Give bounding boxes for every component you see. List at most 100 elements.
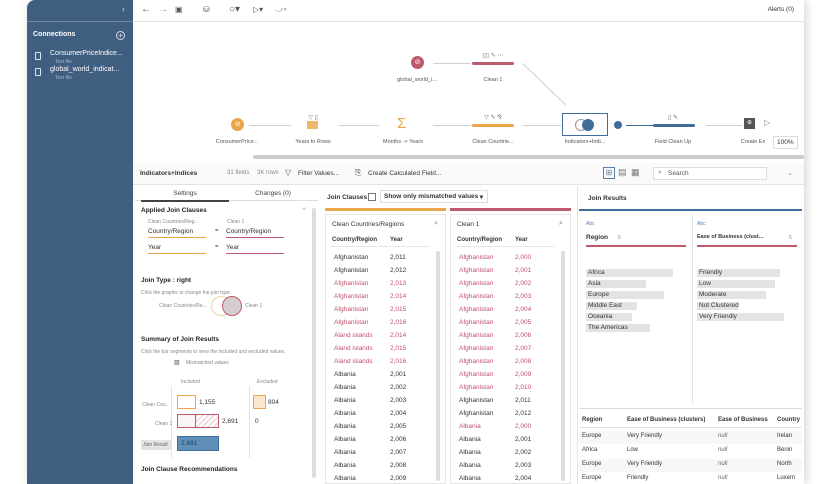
- column-header[interactable]: Ease of Business (clusters): [627, 417, 706, 423]
- table-row[interactable]: Albania 2,001: [326, 371, 436, 383]
- table-row[interactable]: Afghanistan 2,016: [326, 319, 436, 331]
- grid-scrollbar[interactable]: [436, 251, 440, 481]
- table-row[interactable]: Albania 2,002: [451, 449, 561, 461]
- excluded-bar[interactable]: [253, 395, 266, 409]
- join-node-selected[interactable]: [562, 113, 608, 136]
- back-icon[interactable]: ←: [141, 4, 151, 15]
- table-row[interactable]: Afghanistan 2,013: [326, 280, 436, 292]
- flow-canvas[interactable]: ⊘ ConsumerPrice... ▽ ▯ Years to Rows Σ M…: [133, 22, 804, 155]
- table-row[interactable]: Europe Friendly null Luxem: [579, 473, 802, 484]
- table-row[interactable]: Albania 2,009: [326, 475, 436, 484]
- included-bar[interactable]: [177, 395, 196, 409]
- canvas-scrollbar[interactable]: [253, 155, 804, 159]
- grid-scrollbar[interactable]: [561, 251, 565, 481]
- right-join-circle[interactable]: [222, 296, 242, 316]
- table-row[interactable]: Aland islands 2,014: [326, 332, 436, 344]
- table-row[interactable]: Afghanistan 2,007: [451, 345, 561, 357]
- table-row[interactable]: Albania 2,001: [451, 436, 561, 448]
- value-bar[interactable]: Very Friendly: [697, 313, 785, 321]
- table-row[interactable]: Albania 2,006: [326, 436, 436, 448]
- value-bar[interactable]: Low: [697, 280, 776, 288]
- clean-step-node[interactable]: [472, 62, 514, 65]
- table-row[interactable]: Albania 2,007: [326, 449, 436, 461]
- forward-icon[interactable]: →: [158, 4, 168, 15]
- column-header-country[interactable]: Country/Region: [332, 237, 377, 243]
- table-row[interactable]: Afghanistan 2,014: [326, 293, 436, 305]
- left-join-field[interactable]: Year: [148, 244, 206, 254]
- table-row[interactable]: Albania 2,000: [451, 423, 561, 435]
- table-row[interactable]: Afghanistan 2,008: [451, 358, 561, 370]
- connection-item[interactable]: ConsumerPriceIndice... Text file: [35, 50, 130, 66]
- value-bar[interactable]: Oceania: [586, 313, 632, 321]
- expand-chevron-icon[interactable]: ⌄: [787, 170, 793, 177]
- table-row[interactable]: Afghanistan 2,009: [451, 371, 561, 383]
- tab-changes[interactable]: Changes (0): [255, 190, 291, 197]
- data-source-icon[interactable]: ⛁: [203, 5, 210, 14]
- field-name[interactable]: Ease of Business (clust...: [697, 234, 764, 240]
- redo-flow-icon[interactable]: ⤻▾: [275, 5, 287, 14]
- add-connection-icon[interactable]: +: [116, 31, 125, 40]
- table-row[interactable]: Afghanistan 2,002: [451, 280, 561, 292]
- value-bar[interactable]: Europe: [586, 291, 665, 299]
- list-view-icon[interactable]: ▤: [618, 167, 627, 177]
- table-row[interactable]: Albania 2,002: [326, 384, 436, 396]
- filter-values-button[interactable]: Filter Values...: [298, 170, 340, 177]
- right-join-field[interactable]: Year: [226, 244, 284, 254]
- table-row[interactable]: Afghanistan 2,000: [451, 254, 561, 266]
- mismatched-checkbox[interactable]: [368, 193, 376, 201]
- run-output-icon[interactable]: ▷: [764, 118, 771, 127]
- table-row[interactable]: Albania 2,004: [326, 410, 436, 422]
- table-row[interactable]: Afghanistan 2,001: [451, 267, 561, 279]
- tab-settings[interactable]: Settings: [141, 190, 229, 202]
- text-input-node-icon[interactable]: ⊘: [411, 56, 424, 69]
- table-row[interactable]: Albania 2,008: [326, 462, 436, 474]
- table-row[interactable]: Europe Very Friendly null North: [579, 459, 802, 472]
- value-bar[interactable]: The Americas: [586, 324, 651, 332]
- search-icon[interactable]: ⌕: [559, 220, 563, 227]
- table-row[interactable]: Afghanistan 2,003: [451, 293, 561, 305]
- included-bar[interactable]: [177, 414, 196, 428]
- text-input-node-icon[interactable]: ⊘: [231, 118, 244, 131]
- field-profile-card[interactable]: Abc Ease of Business (clust... 5 Friendly Lo…: [692, 214, 798, 404]
- profile-view-icon[interactable]: ⊞: [603, 167, 615, 179]
- value-bar[interactable]: Middle East: [586, 302, 637, 310]
- output-node-icon[interactable]: ⊕: [744, 118, 755, 129]
- table-row[interactable]: Albania 2,004: [451, 475, 561, 484]
- table-row[interactable]: Afghanistan 2,015: [326, 306, 436, 318]
- settings-scrollbar[interactable]: [312, 208, 316, 478]
- left-join-field[interactable]: Country/Region: [148, 228, 206, 238]
- save-icon[interactable]: ▣: [175, 5, 183, 14]
- mismatched-bar[interactable]: [195, 414, 219, 428]
- connection-item[interactable]: global_world_indicat... Text file: [35, 66, 130, 82]
- join-result-bar[interactable]: 2,691: [177, 436, 219, 451]
- create-calculated-field-button[interactable]: Create Calculated Field...: [368, 170, 442, 177]
- table-row[interactable]: Aland islands 2,015: [326, 345, 436, 357]
- zoom-level[interactable]: 100%: [773, 136, 798, 149]
- table-row[interactable]: Afghanistan 2,004: [451, 306, 561, 318]
- value-bar[interactable]: Friendly: [697, 269, 780, 277]
- field-profile-card[interactable]: Abc Region 5 Africa Asia Europe Middle East Oce…: [582, 214, 688, 404]
- column-header[interactable]: Ease of Business: [718, 417, 768, 423]
- search-icon[interactable]: ⌕: [434, 220, 438, 227]
- column-header[interactable]: Region: [582, 417, 603, 423]
- column-header-country[interactable]: Country/Region: [457, 237, 502, 243]
- value-bar[interactable]: Moderate: [697, 291, 766, 299]
- add-clause-icon[interactable]: +: [302, 206, 307, 213]
- refresh-icon[interactable]: ○▾: [229, 4, 241, 15]
- table-row[interactable]: Afghanistan 2,011: [451, 397, 561, 409]
- aggregate-node-icon[interactable]: Σ: [397, 115, 407, 132]
- table-row[interactable]: Afghanistan 2,010: [451, 384, 561, 396]
- value-bar[interactable]: Africa: [586, 269, 674, 277]
- alerts-button[interactable]: Alerts (0): [767, 6, 794, 13]
- clean-step-node[interactable]: [653, 124, 695, 127]
- table-row[interactable]: Aland islands 2,016: [326, 358, 436, 370]
- table-row[interactable]: Albania 2,003: [451, 462, 561, 474]
- table-row[interactable]: Afghanistan 2,012: [451, 410, 561, 422]
- collapse-sidebar-icon[interactable]: ‹: [122, 4, 125, 14]
- field-name[interactable]: Region: [586, 234, 609, 241]
- mismatch-filter-dropdown[interactable]: Show only mismatched values ▾: [380, 190, 488, 203]
- column-header[interactable]: Country: [777, 417, 800, 423]
- value-bar[interactable]: Not Clustered: [697, 302, 739, 310]
- data-grid-icon[interactable]: ▦: [631, 167, 640, 177]
- table-row[interactable]: Europe Very Friendly null Irelan: [579, 431, 802, 444]
